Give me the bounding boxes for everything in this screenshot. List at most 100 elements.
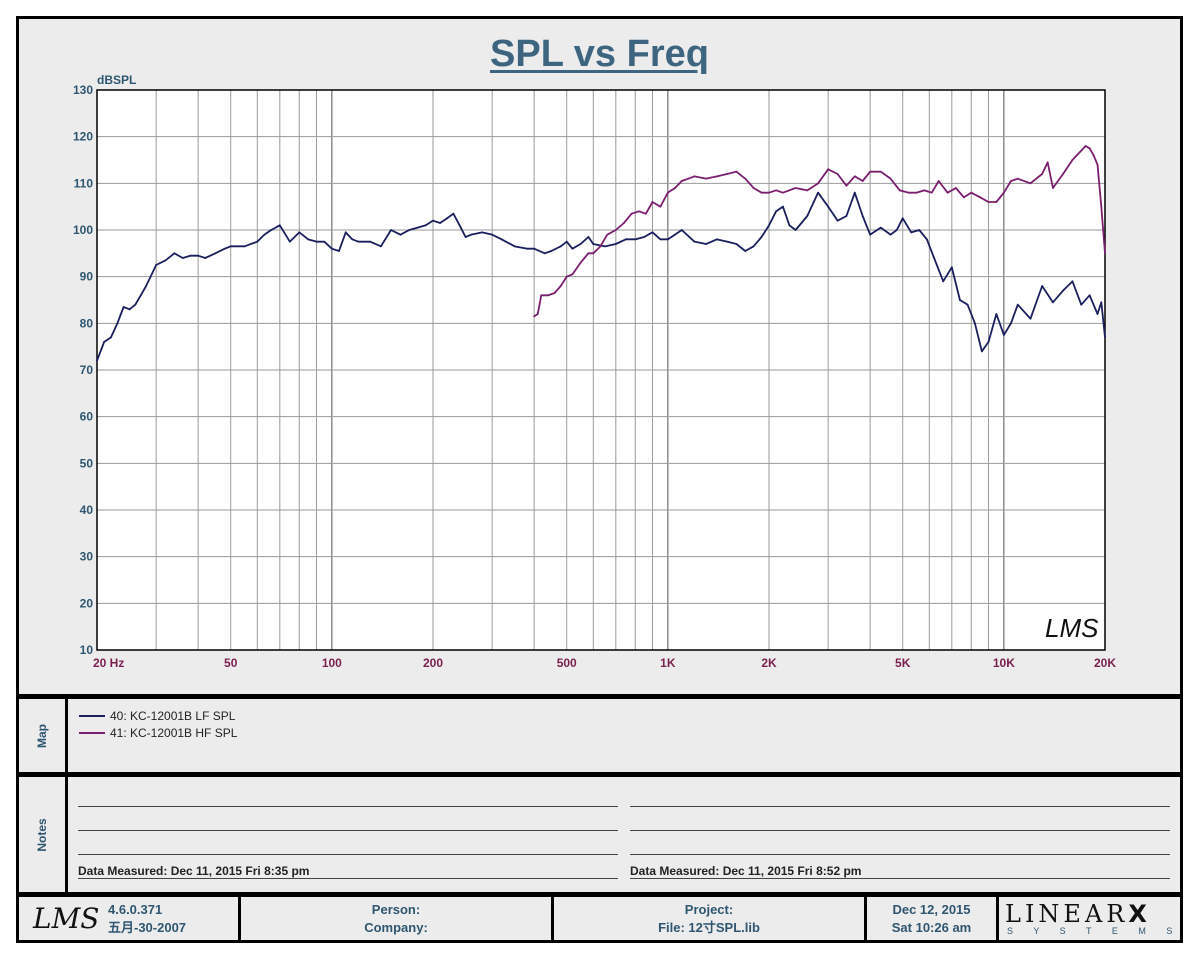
data-point [204,257,207,259]
data-point [470,233,473,236]
data-point [782,191,784,194]
data-point [408,229,411,231]
data-point [693,175,696,178]
footer-person-cell: Person: Company: [241,897,554,940]
data-point [794,229,797,231]
data-point [315,240,318,243]
y-tick-label: 90 [80,270,94,284]
data-point [726,240,728,243]
x-tick-label: 1K [660,656,676,670]
data-point [288,240,291,243]
data-point [536,313,539,315]
data-point [145,285,147,287]
data-point [338,250,340,252]
data-point [898,189,901,192]
note-line [630,806,1170,807]
map-panel: Map 40: KC-12001B LF SPL 41: KC-12001B H… [19,699,1180,772]
data-point [970,191,973,194]
data-point [644,212,647,215]
data-point [659,238,662,241]
footer: LMS 4.6.0.371 五月-30-2007 Person: Company… [19,897,1180,940]
data-point [1046,161,1049,164]
grid [97,90,1105,650]
data-point [270,229,273,231]
data-point [974,322,976,325]
data-point [869,233,872,236]
data-point [197,254,200,257]
series-line-0 [96,191,1106,361]
y-tick-label: 70 [80,363,94,377]
report-date: Dec 12, 2015 [892,902,971,917]
data-point [139,294,142,297]
y-tick-label: 100 [73,223,93,237]
data-point [735,243,738,245]
legend-label-hf: 41: KC-12001B HF SPL [110,726,238,740]
data-point [424,224,427,227]
data-point [861,215,864,217]
data-point [827,168,830,171]
notes-label: Notes [35,817,49,852]
report-time: Sat 10:26 am [891,920,972,935]
data-point [592,243,595,245]
data-point [853,175,856,178]
data-point [103,341,106,343]
data-point [1088,147,1091,150]
footer-date-cell: Dec 12, 2015 Sat 10:26 am [867,897,999,940]
data-point [458,224,461,227]
data-point [533,315,536,318]
data-point [768,224,770,227]
data-point [369,240,372,243]
footer-lms-logo: LMS [33,902,100,935]
note-line [630,830,1170,831]
data-point [464,236,467,238]
y-tick-labels: 130 120 110 100 90 80 70 60 50 40 30 20 10 [73,83,93,657]
data-point [214,252,217,255]
data-point [806,189,809,192]
data-point [1010,322,1012,325]
note-line [630,878,1170,879]
data-point [599,245,602,248]
data-point [543,252,546,255]
data-point [452,212,455,215]
data-point [565,275,568,278]
x-tick-label: 100 [322,656,342,670]
data-point [330,247,333,250]
y-tick-label: 80 [80,316,94,330]
data-point [845,184,848,187]
data-point [788,224,791,227]
series-0 [96,191,1106,362]
y-tick-label: 60 [80,410,94,424]
linearx-x: X [1128,900,1147,928]
data-point [775,210,778,213]
data-point [1029,182,1032,185]
data-point [173,252,176,255]
data-point [571,273,574,276]
data-point [651,201,654,203]
data-point [760,191,763,194]
data-point [966,303,969,306]
data-point [895,229,898,231]
x-tick-label: 5K [895,656,911,670]
data-point [735,170,738,173]
data-point [116,322,119,325]
data-point [1084,145,1087,147]
footer-version-cell: LMS 4.6.0.371 五月-30-2007 [19,897,241,940]
data-point [540,294,543,297]
y-axis-label: dBSPL [97,73,136,87]
data-point [1096,163,1099,166]
data-point [853,191,856,194]
data-point [380,245,382,248]
data-point [553,292,556,294]
chart-panel: SPL vs Freq dBSPL 130 120 110 100 90 80 70 60 50… [19,19,1180,694]
data-point [693,240,696,243]
data-point [128,308,131,311]
data-point [525,247,528,250]
data-point [910,231,913,234]
data-point [1002,191,1005,194]
data-point [579,261,582,264]
data-point [889,177,892,180]
data-point [768,191,770,194]
data-point [995,201,998,203]
data-point [1071,280,1074,283]
y-tick-label: 40 [80,503,94,517]
